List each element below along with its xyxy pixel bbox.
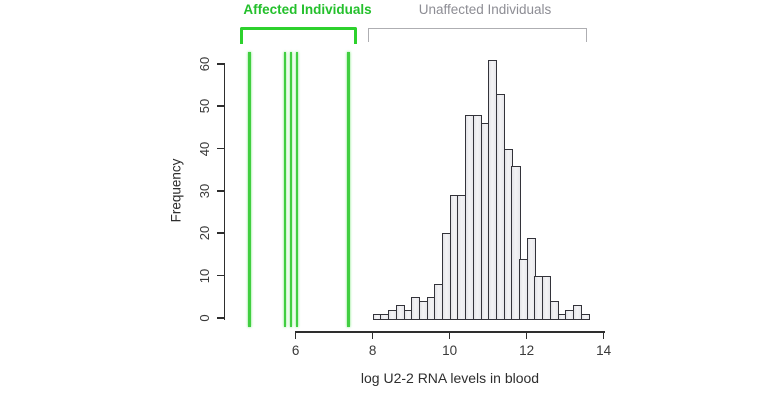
affected-individual-line: [289, 52, 293, 327]
histogram-bar: [511, 165, 521, 320]
y-axis-tick: [216, 317, 225, 319]
affected-individual-line: [283, 52, 287, 327]
x-axis-tick-label: 14: [596, 343, 612, 358]
histogram-bar: [572, 305, 583, 320]
y-axis-tick: [216, 190, 225, 192]
histogram-bar: [549, 301, 560, 320]
y-axis-tick-label: 0: [197, 314, 212, 322]
y-axis-tick: [216, 232, 225, 235]
unaffected-individuals-label: Unaffected Individuals: [418, 2, 552, 17]
x-axis-tick: [371, 331, 374, 339]
x-axis-title: log U2-2 RNA levels in blood: [360, 370, 540, 386]
x-axis-tick-label: 10: [442, 343, 458, 358]
affected-bracket: [240, 27, 357, 44]
y-axis-tick-label: 50: [197, 99, 212, 114]
affected-individual-line: [347, 52, 350, 327]
x-axis-tick: [525, 331, 528, 339]
x-axis-tick-label: 12: [519, 343, 535, 358]
y-axis-tick: [216, 105, 225, 108]
y-axis-tick-label: 60: [197, 56, 212, 72]
histogram-bar: [580, 313, 590, 320]
y-axis-tick: [216, 63, 225, 65]
x-axis-line: [295, 331, 606, 333]
y-axis-tick-label: 40: [197, 141, 212, 156]
y-axis-tick: [216, 274, 225, 277]
y-axis-tick-label: 10: [197, 268, 212, 283]
x-axis-tick-label: 6: [291, 343, 300, 358]
y-axis-tick: [216, 147, 225, 150]
y-axis-title: Frequency: [168, 158, 184, 223]
x-axis-tick: [602, 331, 605, 339]
unaffected-bracket: [368, 28, 587, 42]
affected-individuals-label: Affected Individuals: [243, 2, 372, 17]
y-axis-tick-label: 20: [197, 226, 212, 241]
histogram-bar: [542, 275, 552, 320]
x-axis-tick: [448, 331, 451, 339]
affected-individual-line: [295, 52, 299, 327]
x-axis-tick-label: 8: [368, 343, 377, 358]
x-axis-tick: [294, 331, 297, 339]
y-axis-tick-label: 30: [197, 183, 212, 199]
affected-individual-line: [248, 52, 251, 327]
